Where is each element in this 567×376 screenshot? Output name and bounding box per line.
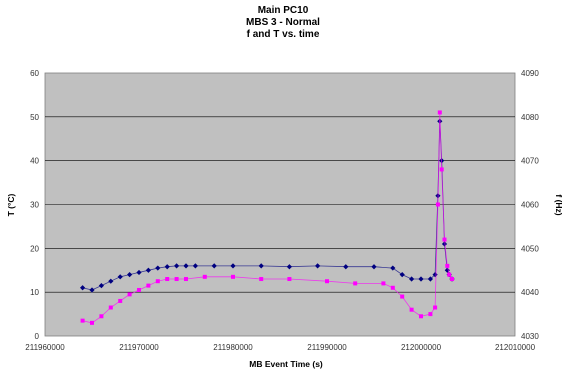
data-point — [211, 263, 217, 269]
y-left-tick-label: 60 — [30, 69, 39, 78]
data-point — [127, 292, 132, 297]
data-point — [439, 167, 444, 172]
data-point — [155, 265, 161, 271]
data-point — [381, 281, 386, 286]
data-point — [286, 264, 292, 270]
y-right-tick-label: 4060 — [521, 201, 539, 210]
data-point — [155, 279, 160, 284]
data-point — [90, 320, 94, 325]
data-point — [315, 263, 321, 269]
y-left-tick-label: 0 — [35, 332, 40, 341]
y-right-axis-label: f (Hz) — [554, 194, 564, 215]
y-right-tick-label: 4030 — [521, 332, 539, 341]
data-point — [165, 277, 170, 282]
y-left-tick-label: 20 — [30, 244, 39, 253]
data-point — [98, 282, 104, 289]
data-point — [287, 277, 292, 282]
y-left-tick-label: 40 — [30, 157, 39, 166]
data-point — [441, 241, 448, 247]
data-point — [437, 110, 442, 115]
chart-title-line-3: f and T vs. time — [247, 29, 320, 40]
data-point — [409, 307, 414, 312]
data-point — [432, 272, 438, 278]
data-point — [447, 272, 452, 277]
data-point — [435, 202, 440, 207]
y-left-tick-label: 50 — [30, 113, 39, 122]
y-left-ticks: 0 10 20 30 40 50 60 — [30, 69, 39, 341]
data-point — [136, 269, 142, 276]
data-point — [183, 263, 189, 269]
data-point — [231, 274, 235, 279]
data-point — [80, 318, 85, 323]
data-point — [108, 278, 114, 284]
y-right-tick-label: 4040 — [521, 288, 539, 297]
x-tick-label: 211980000 — [213, 343, 253, 352]
y-right-tick-label: 4070 — [521, 157, 539, 166]
chart-title-line-2: MBS 3 - Normal — [246, 17, 320, 28]
data-point — [127, 272, 133, 278]
data-point — [399, 272, 405, 278]
data-point — [427, 276, 433, 282]
data-point — [99, 314, 104, 319]
y-right-tick-label: 4080 — [521, 113, 539, 122]
data-point — [118, 298, 123, 303]
y-left-axis-label: T (°C) — [6, 193, 16, 216]
data-point — [409, 276, 415, 282]
data-point — [184, 277, 188, 282]
data-point — [89, 287, 95, 293]
data-point — [445, 263, 450, 268]
data-point — [418, 276, 424, 282]
data-point — [428, 312, 433, 317]
data-point — [390, 265, 396, 271]
series-left-axis — [80, 110, 455, 325]
data-point — [146, 283, 151, 288]
data-point — [390, 285, 395, 290]
data-point — [202, 274, 207, 279]
data-point — [174, 277, 179, 282]
y-left-tick-label: 30 — [30, 201, 39, 210]
data-point — [230, 263, 236, 269]
data-point — [80, 285, 86, 291]
y-left-tick-label: 10 — [30, 288, 39, 297]
chart-title-line-1: Main PC10 — [258, 5, 309, 16]
data-point — [343, 264, 349, 270]
x-tick-label: 211960000 — [25, 343, 65, 352]
data-point — [258, 263, 264, 269]
y-right-ticks: 4030 4040 4050 4060 4070 4080 4090 — [521, 69, 539, 341]
data-point — [108, 305, 113, 310]
data-point — [419, 314, 423, 319]
data-point — [145, 267, 151, 273]
x-axis-label: MB Event Time (s) — [249, 359, 323, 369]
data-point — [353, 281, 358, 286]
data-point — [164, 264, 170, 270]
data-point — [117, 274, 123, 280]
data-point — [433, 305, 438, 310]
data-point — [259, 277, 264, 282]
data-point — [137, 287, 141, 292]
y-right-tick-label: 4050 — [521, 244, 539, 253]
data-point — [371, 264, 377, 270]
x-tick-label: 211970000 — [119, 343, 159, 352]
x-tick-label: 211990000 — [307, 343, 347, 352]
data-point — [400, 294, 405, 299]
data-point — [174, 263, 180, 269]
x-tick-label: 212010000 — [495, 343, 536, 352]
data-point — [450, 277, 455, 282]
x-ticks: 211960000 211970000 211980000 211990000 2120… — [25, 343, 535, 352]
data-point — [442, 237, 447, 242]
data-point — [325, 279, 329, 284]
x-tick-label: 212000000 — [401, 343, 442, 352]
y-right-tick-label: 4090 — [521, 69, 539, 78]
data-point — [192, 263, 198, 269]
series-layer — [80, 110, 455, 325]
